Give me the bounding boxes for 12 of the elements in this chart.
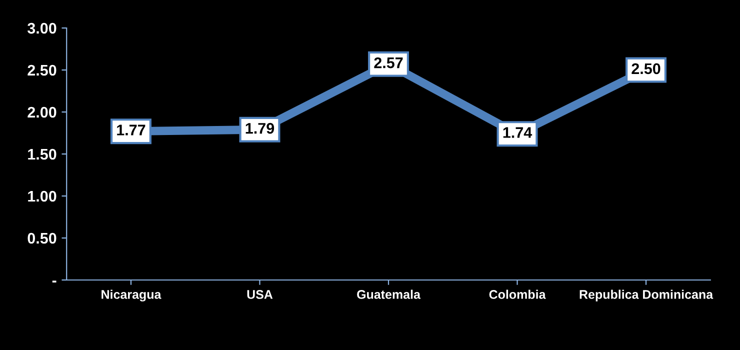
y-tick-label: - xyxy=(52,280,56,282)
x-tick-label: Nicaragua xyxy=(102,290,162,302)
y-tick-label: 1.00 xyxy=(28,190,56,202)
y-tick-label: 0.50 xyxy=(28,232,56,244)
x-tick-label: Republica Dominicana xyxy=(580,290,714,302)
y-tick-label: 2.00 xyxy=(28,106,56,118)
x-tick-label: Colombia xyxy=(489,290,546,299)
y-tick-label: 2.50 xyxy=(28,64,56,76)
y-tick-label: 3.00 xyxy=(27,22,56,34)
x-tick-label: Guatemala xyxy=(357,290,421,299)
y-tick-label: 1.50 xyxy=(28,148,56,160)
x-tick-label: USA xyxy=(247,290,273,299)
